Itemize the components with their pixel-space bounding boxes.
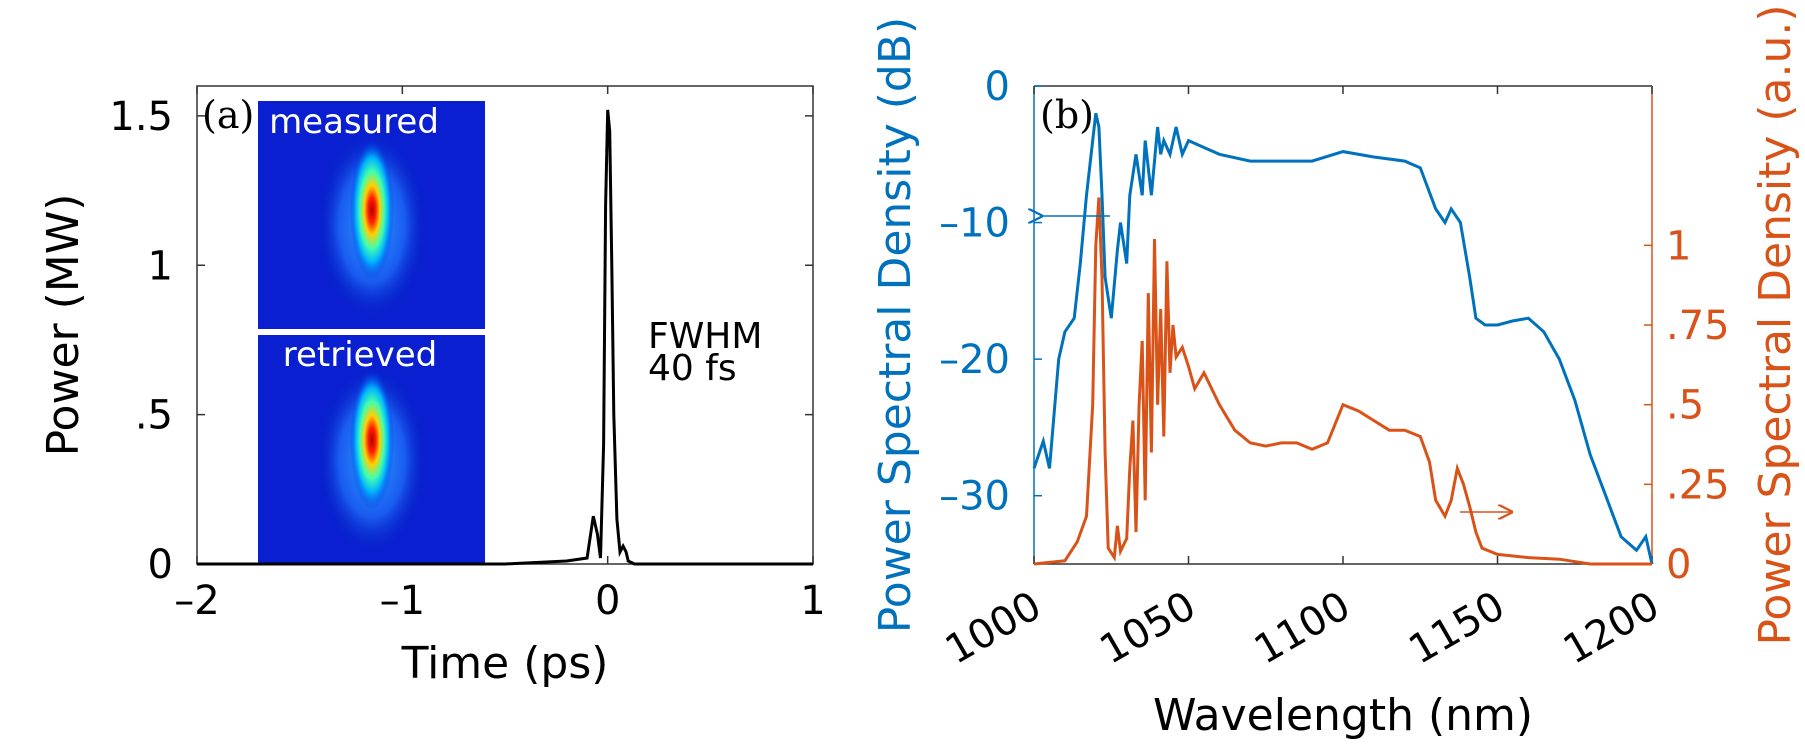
inset-retrieved-title: retrieved [283,335,437,375]
inset-measured-core [350,140,394,280]
panel-b-x-tick-label: 1000 [938,583,1049,674]
inset-retrieved-core [350,370,394,510]
panel-b-left-tick-label: –20 [939,337,1010,383]
fwhm-label: FWHM [648,316,762,357]
panel-b-series-psd-db [1032,112,1654,565]
panel-b-x-tick-label: 1200 [1556,583,1667,674]
panel-b-left-tick-label: 0 [985,64,1010,110]
panel-a-y-tick-label: 0 [148,542,173,588]
inset-measured-title: measured [269,102,439,142]
panel-b-x-tick-label: 1050 [1092,583,1203,674]
panel-b-x-tick-label: 1150 [1401,583,1512,674]
panel-b-left-tick-label: –30 [939,474,1010,520]
panel-b-x-tick-label: 1100 [1247,583,1358,674]
panel-b-right-y-axis-label: Power Spectral Density (a.u.) [1750,4,1801,645]
panel-a-x-axis-label: Time (ps) [401,638,609,689]
panel-b-right-tick-label: .5 [1666,383,1704,429]
panel-a-x-tick-label: 0 [595,578,620,624]
panel-a-y-tick-label: 1 [148,243,173,289]
panel-a-x-tick-label: –1 [380,578,425,624]
inset-measured: measured [258,101,485,329]
panel-b-x-axis-label: Wavelength (nm) [1153,690,1533,741]
panel-b: 0 –10 –20 –30 0 .25 .5 .75 1 1000 1050 1100 1150 12… [870,4,1801,741]
panel-a-x-ticks: –2 –1 0 1 [174,86,826,624]
panel-a-x-tick-label: 1 [800,578,825,624]
panel-b-right-tick-label: .75 [1666,303,1730,349]
panel-b-series-psd-au [1033,197,1652,566]
panel-b-label: (b) [1040,93,1094,137]
panel-a: 0 .5 1 1.5 –2 –1 0 1 measured retrieved (a) FW… [38,85,826,689]
panel-b-left-y-axis-label: Power Spectral Density (dB) [870,17,921,633]
panel-a-x-tick-label: –2 [174,578,219,624]
panel-b-left-y-ticks: 0 –10 –20 –30 [939,64,1042,520]
panel-b-x-ticks: 1000 1050 1100 1150 1200 [938,86,1667,674]
panel-a-y-axis-label: Power (MW) [38,194,89,457]
fwhm-value: 40 fs [648,348,737,389]
panel-b-left-tick-label: –10 [939,201,1010,247]
panel-b-right-tick-label: 1 [1666,223,1691,269]
panel-a-label: (a) [202,93,254,137]
panel-b-right-tick-label: .25 [1666,462,1730,508]
panel-a-y-ticks: 0 .5 1 1.5 [109,94,813,588]
panel-a-y-tick-label: .5 [135,393,173,439]
panel-b-right-tick-label: 0 [1666,542,1691,588]
panel-a-y-tick-label: 1.5 [109,94,173,140]
panel-b-right-y-ticks: 0 .25 .5 .75 1 [1644,223,1730,588]
panel-a-series-pulse [197,109,813,566]
inset-retrieved: retrieved [258,335,485,563]
